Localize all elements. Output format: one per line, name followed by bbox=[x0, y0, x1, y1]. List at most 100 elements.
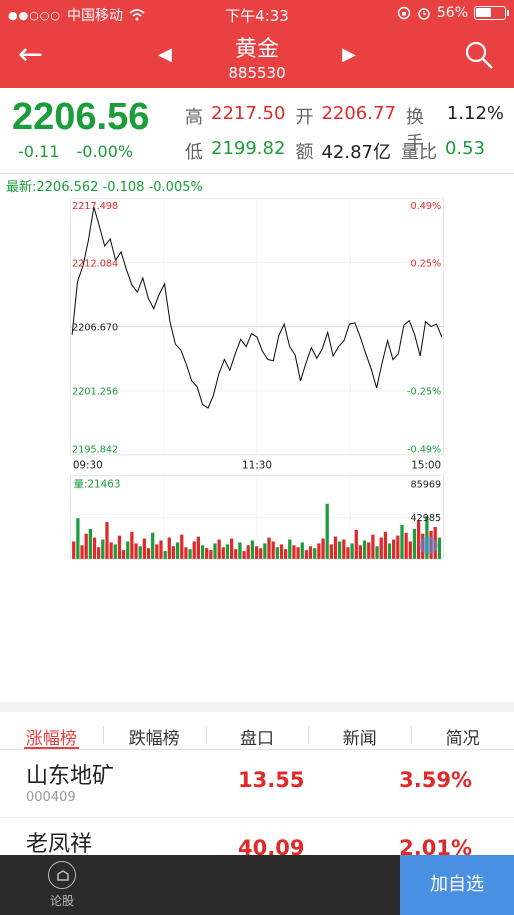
open-label: 开 bbox=[295, 107, 314, 128]
open-value: 2206.77 bbox=[321, 103, 396, 124]
volume-bar bbox=[254, 546, 259, 559]
nav-bar: ← ◀ 黄金 885530 ▶ bbox=[0, 28, 514, 88]
current-price: 2206.56 bbox=[12, 96, 150, 138]
volume-bar bbox=[84, 533, 88, 559]
volume-bar bbox=[412, 528, 417, 559]
volume-bar bbox=[130, 531, 134, 559]
volume-bar bbox=[350, 543, 354, 559]
volume-bar bbox=[205, 548, 209, 559]
volume-bar bbox=[263, 543, 267, 559]
stock-code: 000409 bbox=[26, 790, 76, 805]
volume-bar bbox=[296, 547, 300, 559]
volume-bar bbox=[383, 531, 387, 559]
volume-ratio-value: 0.53 bbox=[444, 138, 486, 159]
tab-bar: 涨幅榜 跌幅榜 盘口 新闻 简况 bbox=[0, 702, 514, 750]
tab-gainers[interactable]: 涨幅榜 bbox=[0, 712, 103, 749]
wifi-icon bbox=[129, 9, 145, 21]
prev-triangle-icon[interactable]: ◀ bbox=[158, 44, 172, 65]
volume-bar bbox=[200, 545, 205, 559]
amount-value: 42.87亿 bbox=[321, 142, 391, 163]
stock-name: 老凤祥 bbox=[26, 832, 93, 857]
volume-bar bbox=[192, 541, 196, 559]
volume-bar bbox=[396, 535, 400, 559]
volume-bar bbox=[367, 542, 371, 559]
tab-orderbook[interactable]: 盘口 bbox=[205, 712, 309, 749]
volume-bar bbox=[105, 522, 109, 559]
volume-bar bbox=[113, 544, 117, 559]
clock: 下午4:33 bbox=[225, 7, 289, 25]
tab-losers[interactable]: 跌幅榜 bbox=[102, 712, 206, 749]
volume-bar bbox=[267, 537, 271, 559]
next-triangle-icon[interactable]: ▶ bbox=[342, 44, 356, 65]
search-icon[interactable] bbox=[464, 40, 494, 70]
volume-bar bbox=[321, 538, 325, 559]
volume-bar bbox=[229, 538, 234, 559]
high-value: 2217.50 bbox=[211, 103, 286, 124]
change-percent: -0.00% bbox=[76, 142, 134, 161]
expand-icon bbox=[419, 536, 438, 555]
volume-bar bbox=[101, 539, 105, 559]
volume-bar bbox=[400, 525, 404, 559]
volume-bar bbox=[333, 536, 338, 559]
volume-bar bbox=[184, 547, 188, 559]
volume-bar bbox=[275, 547, 279, 559]
bottom-bar: 论股 加自选 bbox=[0, 855, 514, 915]
amount-label: 额 bbox=[295, 142, 314, 163]
discuss-button[interactable]: 论股 bbox=[42, 861, 82, 909]
volume-bar bbox=[279, 544, 284, 559]
volume-bar bbox=[342, 539, 346, 559]
add-watchlist-button[interactable]: 加自选 bbox=[400, 855, 514, 915]
volume-max-tick: 85969 bbox=[410, 480, 441, 491]
discuss-label: 论股 bbox=[49, 894, 74, 908]
list-item[interactable]: 山东地矿 000409 13.55 3.59% bbox=[0, 750, 514, 818]
volume-bar bbox=[167, 537, 171, 559]
volume-bar bbox=[242, 551, 246, 559]
volume-bar bbox=[308, 546, 313, 559]
price-tick-label: 2212.084 bbox=[72, 258, 118, 269]
intraday-chart[interactable]: 2217.498 0.49% 2212.084 0.25% 2206.670 2201.2… bbox=[0, 195, 514, 570]
volume-bar bbox=[151, 532, 155, 559]
quote-panel: 2206.56 -0.11 -0.00% 高 2217.50 开 2206.77… bbox=[0, 88, 514, 174]
change-row: -0.11 -0.00% bbox=[18, 142, 145, 161]
turnover-value: 1.12% bbox=[446, 103, 504, 124]
volume-bar bbox=[317, 543, 321, 559]
volume-bar bbox=[109, 542, 113, 559]
volume-bar bbox=[213, 543, 217, 559]
discuss-icon bbox=[48, 861, 76, 889]
volume-label: 量:21463 bbox=[74, 479, 121, 491]
volume-bar bbox=[284, 549, 288, 559]
volume-bar bbox=[392, 539, 396, 559]
stock-name: 山东地矿 bbox=[26, 764, 115, 789]
volume-bar bbox=[121, 550, 126, 559]
volume-bar bbox=[408, 541, 412, 559]
volume-bar bbox=[217, 539, 221, 559]
turnover-label: 换手 bbox=[405, 107, 424, 154]
tab-profile[interactable]: 简况 bbox=[411, 712, 514, 749]
volume-bar bbox=[375, 546, 379, 559]
carrier-label: 中国移动 bbox=[67, 8, 123, 24]
volume-bar bbox=[146, 548, 151, 559]
tab-news[interactable]: 新闻 bbox=[308, 712, 411, 749]
volume-bar bbox=[387, 543, 392, 559]
latest-line: 最新:2206.562 -0.108 -0.005% bbox=[6, 180, 203, 195]
volume-bar bbox=[300, 542, 304, 559]
volume-bar bbox=[404, 532, 408, 559]
pct-tick-label: -0.25% bbox=[407, 387, 441, 398]
volume-bar bbox=[234, 549, 238, 559]
volume-bar bbox=[80, 545, 84, 559]
back-arrow-icon[interactable]: ← bbox=[18, 37, 44, 72]
volume-bar bbox=[304, 550, 309, 559]
time-tick-label: 09:30 bbox=[73, 459, 103, 471]
volume-bar bbox=[138, 546, 142, 559]
volume-bar bbox=[259, 548, 263, 559]
quote-row-2: 低 2199.82 额 42.87亿 量比 0.53 bbox=[185, 138, 495, 164]
volume-bar bbox=[171, 546, 176, 559]
price-tick-label: 2201.256 bbox=[72, 387, 118, 398]
battery-icon bbox=[474, 6, 509, 20]
volume-bar bbox=[225, 544, 230, 559]
volume-bar bbox=[362, 540, 367, 559]
volume-bar bbox=[155, 544, 159, 559]
volume-bar bbox=[188, 549, 192, 559]
volume-bar bbox=[88, 528, 92, 559]
status-bar: ●●○○○ 中国移动 下午4:33 56% bbox=[0, 0, 514, 28]
